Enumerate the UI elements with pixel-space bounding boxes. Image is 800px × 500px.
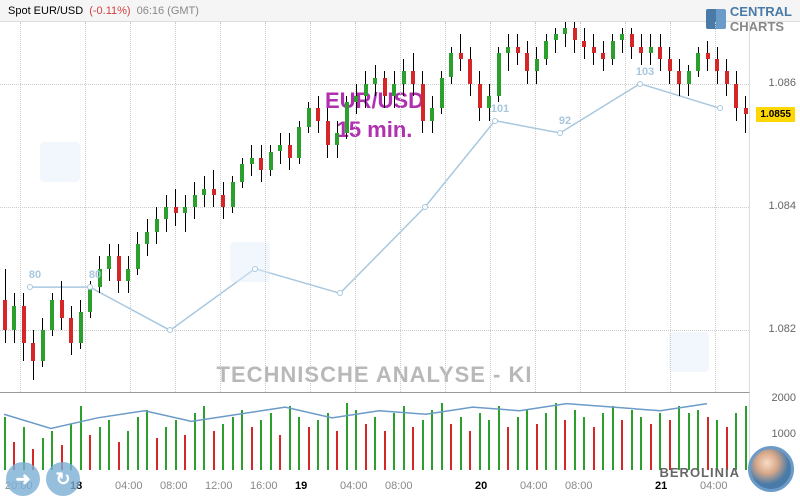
ma-label: 80 (89, 269, 101, 281)
x-tick-label: 04:00 (520, 480, 548, 492)
chart-header: Spot EUR/USD (-0.11%) 06:16 (GMT) (0, 0, 800, 22)
ma-marker (637, 81, 643, 87)
nav-button-refresh[interactable]: ↻ (46, 462, 80, 496)
assistant-avatar[interactable] (748, 446, 794, 492)
ma-marker (252, 266, 258, 272)
vol-tick-label: 2000 (772, 392, 796, 404)
price-chart[interactable]: EUR/USD 15 min. TECHNISCHE ANALYSE - KI … (0, 22, 750, 392)
ma-marker (717, 105, 723, 111)
y-tick-label: 1.086 (768, 77, 796, 89)
ma-label: 101 (491, 103, 509, 115)
ma-label: 80 (29, 269, 41, 281)
ma-marker (337, 290, 343, 296)
x-tick-label: 04:00 (700, 480, 728, 492)
ma-label: 92 (559, 115, 571, 127)
ma-marker (167, 327, 173, 333)
x-tick-label: 19 (295, 480, 307, 492)
watermark-icon (230, 242, 270, 282)
nav-button-back[interactable]: ➜ (6, 462, 40, 496)
provider-label: BEROLINIA (660, 465, 741, 480)
watermark-icon (40, 142, 80, 182)
ma-marker (422, 204, 428, 210)
price-axis: 1.082 1.084 1.086 (750, 22, 800, 392)
x-tick-label: 21 (655, 480, 667, 492)
x-tick-label: 08:00 (385, 480, 413, 492)
logo-text-1: CENTRAL (730, 4, 792, 19)
y-tick-label: 1.084 (768, 200, 796, 212)
x-tick-label: 08:00 (565, 480, 593, 492)
ma-label: 103 (636, 66, 654, 78)
ma-marker (87, 284, 93, 290)
x-tick-label: 16:00 (250, 480, 278, 492)
ma-marker (27, 284, 33, 290)
watermark-icon (669, 332, 709, 372)
instrument-name: Spot EUR/USD (8, 5, 83, 17)
timestamp: 06:16 (GMT) (137, 5, 199, 17)
price-change: (-0.11%) (89, 5, 130, 17)
x-tick-label: 20 (475, 480, 487, 492)
x-tick-label: 12:00 (205, 480, 233, 492)
chart-watermark-subtitle: TECHNISCHE ANALYSE - KI (217, 362, 533, 388)
x-tick-label: 04:00 (340, 480, 368, 492)
ma-marker (492, 118, 498, 124)
volume-chart[interactable] (0, 392, 750, 470)
x-tick-label: 08:00 (160, 480, 188, 492)
vol-tick-label: 1000 (772, 428, 796, 440)
y-tick-label: 1.082 (768, 323, 796, 335)
time-axis: 20:001804:0008:0012:0016:001904:0008:002… (0, 470, 750, 500)
x-tick-label: 04:00 (115, 480, 143, 492)
ma-marker (557, 130, 563, 136)
